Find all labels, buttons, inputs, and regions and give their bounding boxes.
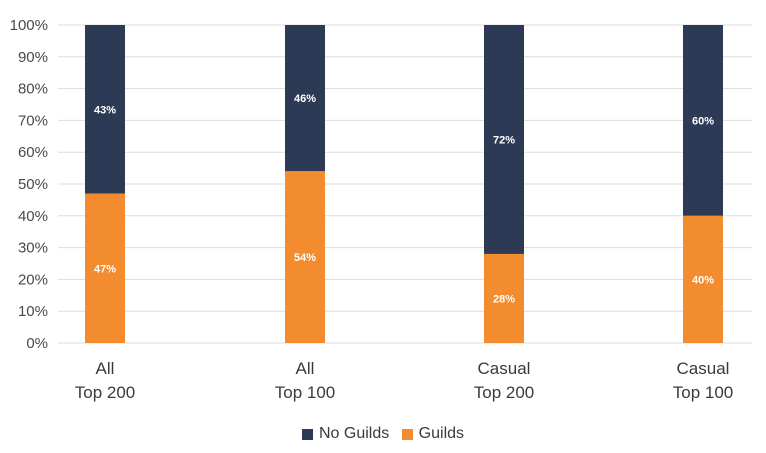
y-tick-label: 30% xyxy=(18,240,48,257)
x-category-label: Top 200 xyxy=(474,383,535,402)
x-category-label: All xyxy=(296,359,315,378)
x-category-label: Casual xyxy=(677,359,730,378)
bar-guilds xyxy=(85,193,125,343)
y-tick-label: 20% xyxy=(18,271,48,288)
legend: No Guilds Guilds xyxy=(0,425,766,445)
bar-guilds xyxy=(484,253,524,343)
y-tick-label: 90% xyxy=(18,49,48,66)
bar-no-guilds xyxy=(484,25,524,254)
x-category-label: Top 100 xyxy=(673,383,734,402)
legend-swatch-no-guilds xyxy=(301,428,313,440)
y-tick-label: 50% xyxy=(18,176,48,193)
data-label-no-guilds: 60% xyxy=(692,115,714,127)
x-category-label: Top 200 xyxy=(75,383,136,402)
data-label-guilds: 40% xyxy=(692,274,714,286)
stacked-bar-chart: 0% 10% 20% 30% 40% 50% 60% 70% 80% 90% 100% 43% 47% A… xyxy=(10,17,752,402)
x-category-label: Top 100 xyxy=(275,383,336,402)
data-label-guilds: 28% xyxy=(493,293,515,305)
data-label-no-guilds: 46% xyxy=(294,93,316,105)
bar-no-guilds xyxy=(85,25,125,194)
y-tick-label: 100% xyxy=(10,17,48,34)
bar-no-guilds xyxy=(285,25,325,172)
legend-item-guilds: Guilds xyxy=(401,425,465,443)
x-category-label: All xyxy=(96,359,115,378)
x-category-label: Casual xyxy=(478,359,531,378)
legend-label-guilds: Guilds xyxy=(418,425,465,442)
y-tick-label: 80% xyxy=(18,81,48,98)
bar-guilds xyxy=(285,171,325,343)
y-tick-label: 10% xyxy=(18,303,48,320)
data-label-guilds: 47% xyxy=(94,263,116,275)
data-label-no-guilds: 72% xyxy=(493,134,515,146)
legend-item-no-guilds: No Guilds xyxy=(301,425,390,443)
y-tick-label: 70% xyxy=(18,112,48,129)
y-tick-label: 0% xyxy=(26,335,48,352)
legend-label-no-guilds: No Guilds xyxy=(318,425,390,442)
legend-swatch-guilds xyxy=(401,428,413,440)
bar-guilds xyxy=(683,215,723,343)
y-tick-label: 60% xyxy=(18,144,48,161)
y-tick-label: 40% xyxy=(18,208,48,225)
data-label-no-guilds: 43% xyxy=(94,104,116,116)
data-label-guilds: 54% xyxy=(294,252,316,264)
bar-no-guilds xyxy=(683,25,723,216)
